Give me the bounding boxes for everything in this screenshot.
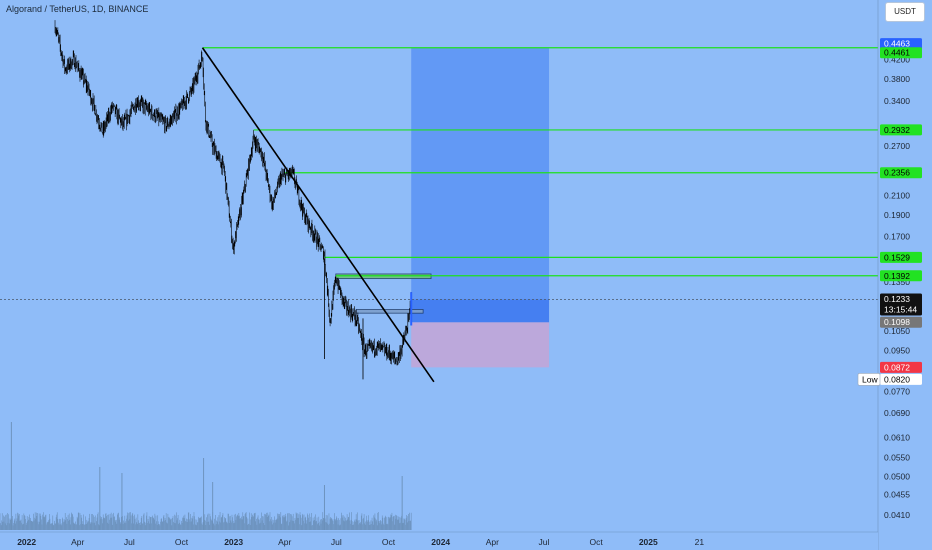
price-tick-label: 0.0500: [884, 471, 910, 481]
time-tick-label: 21: [695, 537, 705, 547]
low-marker-label: Low: [862, 374, 878, 384]
currency-button[interactable]: USDT: [885, 2, 925, 22]
price-tag-label: 0.2932: [884, 125, 910, 135]
price-tag: [880, 251, 922, 263]
price-tag-label: 0.0872: [884, 362, 910, 372]
price-tag-label: 0.4463: [884, 39, 910, 49]
price-tag: [880, 316, 922, 328]
time-tick-label: 2023: [224, 537, 243, 547]
time-tick-label: Jul: [124, 537, 135, 547]
time-tick-label: Oct: [589, 537, 603, 547]
price-tick-label: 0.0950: [884, 346, 910, 356]
price-tag-label: 0.2356: [884, 168, 910, 178]
price-tag-label: 0.1392: [884, 271, 910, 281]
price-tick-label: 0.3400: [884, 96, 910, 106]
price-tag: [880, 124, 922, 136]
price-tick-label: 0.1900: [884, 210, 910, 220]
price-tick-label: 0.4200: [884, 55, 910, 65]
price-tag-label: 0.4461: [884, 48, 910, 58]
price-tick-label: 0.0770: [884, 387, 910, 397]
time-tick-label: Oct: [382, 537, 396, 547]
price-tag-label: 0.1233: [884, 294, 910, 304]
time-tick-label: Jul: [538, 537, 549, 547]
descending-trendline: [201, 47, 435, 383]
price-tag-label: 0.1529: [884, 252, 910, 262]
price-tick-label: 0.0690: [884, 408, 910, 418]
price-tag: [880, 270, 922, 282]
price-tag-label: 0.0820: [884, 374, 910, 384]
open-pnl-zone: [411, 299, 550, 323]
price-tick-label: 0.1700: [884, 232, 910, 242]
price-tick-label: 0.0550: [884, 453, 910, 463]
time-tick-label: 2024: [431, 537, 450, 547]
price-tick-label: 0.2700: [884, 141, 910, 151]
price-tick-label: 0.1350: [884, 277, 910, 287]
time-tick-label: 2025: [639, 537, 658, 547]
price-tick-label: 0.0410: [884, 510, 910, 520]
resistance-box: [355, 309, 424, 314]
price-tag-label: 0.1098: [884, 317, 910, 327]
target-zone: [411, 47, 550, 323]
trendline[interactable]: [201, 47, 435, 383]
time-tick-label: Apr: [71, 537, 84, 547]
time-axis-bg: [0, 532, 878, 550]
price-tick-label: 0.0610: [884, 432, 910, 442]
countdown-label: 13:15:44: [884, 305, 917, 315]
time-tick-label: 2022: [17, 537, 36, 547]
time-tick-label: Oct: [175, 537, 189, 547]
time-tick-label: Apr: [278, 537, 291, 547]
time-axis[interactable]: 2022 Apr Jul Oct 2023 Apr Jul Oct 2024 Apr Jul Oct 2…: [0, 531, 878, 550]
price-tick-label: 0.1050: [884, 326, 910, 336]
time-tick-label: Jul: [331, 537, 342, 547]
price-tag: [880, 167, 922, 179]
price-tick-label: 0.3800: [884, 74, 910, 84]
price-tag: [880, 47, 922, 59]
time-tick-label: Apr: [486, 537, 499, 547]
price-tag: [880, 293, 922, 316]
stop-zone: [411, 322, 550, 368]
price-tag: [880, 361, 922, 373]
price-tag: [880, 38, 922, 50]
horizontal-levels: [202, 47, 878, 277]
symbol-title: Algorand / TetherUS, 1D, BINANCE: [6, 4, 149, 14]
volume-bars: [0, 422, 412, 530]
price-tag: [880, 373, 922, 385]
low-marker: [857, 373, 881, 386]
candles: [54, 20, 413, 380]
price-tick-label: 0.2100: [884, 190, 910, 200]
position-zones: [411, 47, 550, 368]
price-tick-label: 0.0455: [884, 490, 910, 500]
last-candle: [410, 292, 413, 326]
